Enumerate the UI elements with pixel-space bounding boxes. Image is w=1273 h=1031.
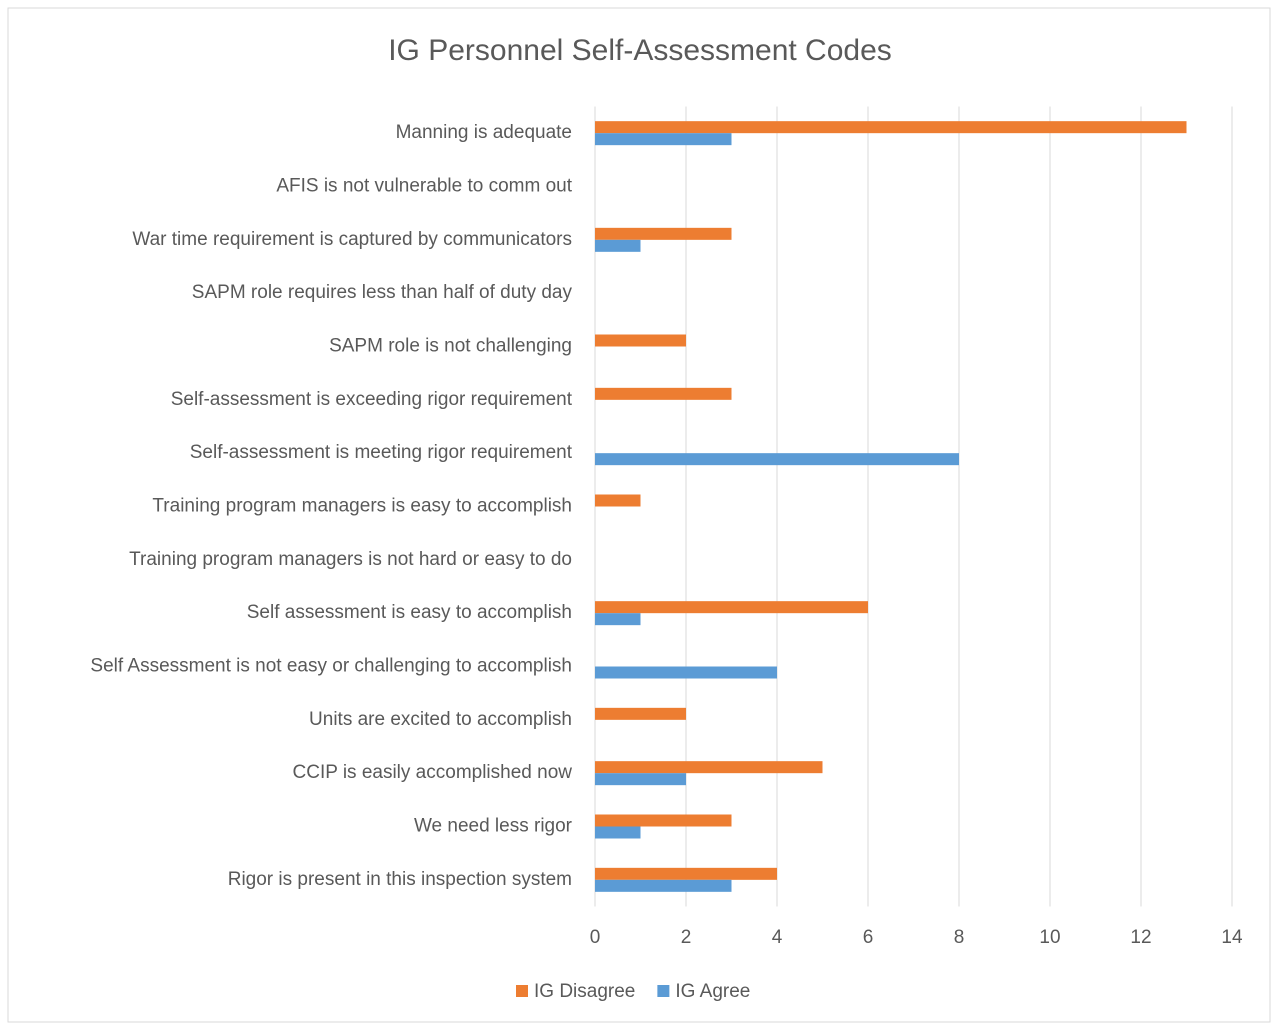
bar: [595, 867, 777, 880]
x-tick-label: 12: [1130, 927, 1151, 948]
y-tick-label: Units are excited to accomplish: [309, 709, 572, 730]
y-tick-label: Training program managers is not hard or…: [129, 549, 572, 570]
bar: [595, 133, 732, 146]
bar: [595, 814, 732, 827]
legend-label: IG Disagree: [534, 981, 635, 1002]
bar: [595, 879, 732, 892]
y-tick-label: Rigor is present in this inspection syst…: [228, 869, 572, 890]
y-tick-label: Training program managers is easy to acc…: [152, 496, 572, 517]
bar: [595, 826, 641, 839]
bar: [595, 121, 1187, 134]
bar: [595, 453, 959, 466]
x-tick-label: 8: [954, 927, 965, 948]
y-tick-label: CCIP is easily accomplished now: [293, 762, 573, 783]
bar: [595, 773, 686, 786]
y-tick-label: AFIS is not vulnerable to comm out: [276, 176, 572, 197]
y-tick-label: SAPM role is not challenging: [329, 336, 572, 357]
bar: [595, 494, 641, 507]
bar: [595, 601, 868, 614]
bar: [595, 613, 641, 626]
y-tick-label: Self Assessment is not easy or challengi…: [90, 656, 572, 677]
legend-swatch: [657, 985, 670, 997]
chart-border: [7, 7, 1271, 1023]
x-tick-label: 2: [681, 927, 692, 948]
bar: [595, 334, 686, 347]
bar: [595, 707, 686, 720]
x-tick-label: 0: [590, 927, 601, 948]
y-tick-label: Manning is adequate: [396, 122, 572, 143]
bar: [595, 227, 732, 240]
x-tick-label: 6: [863, 927, 874, 948]
bar: [595, 239, 641, 252]
y-tick-label: War time requirement is captured by comm…: [132, 229, 572, 250]
x-tick-label: 10: [1039, 927, 1060, 948]
x-tick-label: 4: [772, 927, 783, 948]
bar: [595, 387, 732, 400]
x-tick-label: 14: [1221, 927, 1243, 948]
bar: [595, 666, 777, 679]
y-tick-label: We need less rigor: [414, 816, 573, 837]
y-tick-label: Self-assessment is exceeding rigor requi…: [171, 389, 573, 410]
chart-title: IG Personnel Self-Assessment Codes: [388, 34, 892, 67]
legend-swatch: [516, 985, 528, 997]
y-tick-label: Self assessment is easy to accomplish: [247, 602, 572, 623]
legend-label: IG Agree: [675, 981, 750, 1002]
y-tick-label: SAPM role requires less than half of dut…: [192, 282, 573, 303]
y-tick-label: Self-assessment is meeting rigor require…: [190, 442, 573, 463]
bar: [595, 761, 823, 774]
